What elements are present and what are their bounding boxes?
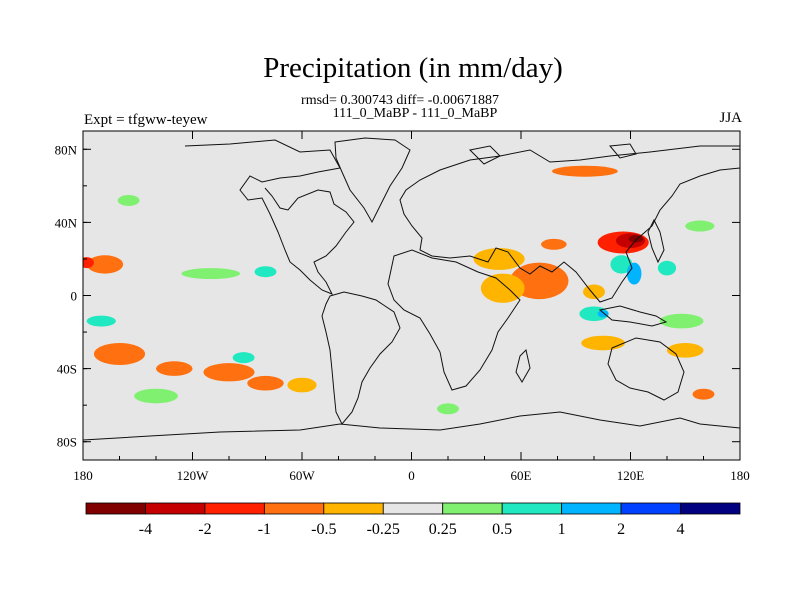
anomaly-region xyxy=(657,260,677,276)
anomaly-region xyxy=(480,273,525,303)
anomaly-region xyxy=(597,310,609,318)
anomaly-region xyxy=(86,255,124,274)
anomaly-region xyxy=(541,238,567,250)
anomaly-region xyxy=(583,284,605,300)
anomaly-region xyxy=(254,266,277,278)
anomaly-region xyxy=(628,235,644,243)
colorbar-label: -2 xyxy=(198,521,211,538)
x-tick-label: 180 xyxy=(730,468,750,483)
colorbar-label: 1 xyxy=(558,521,566,538)
colorbar-label: 0.25 xyxy=(429,521,457,538)
y-tick-label: 40S xyxy=(57,362,77,377)
y-tick-label: 40N xyxy=(55,215,78,230)
map-axes: 180 120W 60W 0 60E 120E 180 80N 40N 0 40S 80S xyxy=(55,131,750,483)
colorbar-label: -0.5 xyxy=(311,521,336,538)
chart-stats: rmsd= 0.300743 diff= -0.00671887 xyxy=(301,93,499,108)
anomaly-region xyxy=(93,343,146,365)
x-tick-label: 60E xyxy=(511,468,532,483)
colorbar-swatch xyxy=(442,502,503,515)
y-tick-label: 80S xyxy=(57,435,77,450)
anomaly-region xyxy=(437,403,459,415)
anomaly-region xyxy=(552,165,618,177)
anomaly-region xyxy=(659,313,704,329)
season-label: JJA xyxy=(719,110,742,126)
colorbar-label: 2 xyxy=(617,521,625,538)
chart-title: Precipitation (in mm/day) xyxy=(263,52,563,84)
anomaly-region xyxy=(117,194,140,206)
chart-case: 111_0_MaBP - 111_0_MaBP xyxy=(332,106,498,121)
x-tick-label: 0 xyxy=(408,468,415,483)
colorbar-swatch xyxy=(263,502,325,515)
colorbar-label: -4 xyxy=(139,521,152,538)
anomaly-region xyxy=(134,388,178,404)
colorbar-swatch xyxy=(561,502,622,515)
anomaly-region xyxy=(181,268,240,280)
anomaly-region xyxy=(247,375,284,391)
anomaly-region xyxy=(232,352,255,364)
anomaly-regions xyxy=(83,165,715,415)
colorbar-label: 0.5 xyxy=(492,521,512,538)
colorbar-label: -0.25 xyxy=(367,521,400,538)
colorbar-label: 4 xyxy=(677,521,685,538)
x-tick-label: 60W xyxy=(289,468,315,483)
anomaly-region xyxy=(83,257,94,269)
anomaly-region xyxy=(610,255,633,274)
colorbar-swatch xyxy=(323,502,384,515)
x-tick-label: 180 xyxy=(73,468,93,483)
colorbar: -4 -2 -1 -0.5 -0.25 0.25 0.5 1 2 4 xyxy=(85,502,741,538)
anomaly-region xyxy=(287,377,317,393)
anomaly-region xyxy=(626,262,642,285)
anomaly-region xyxy=(86,315,116,327)
anomaly-region xyxy=(203,363,255,382)
colorbar-swatch xyxy=(145,502,206,515)
anomaly-region xyxy=(692,388,715,400)
x-tick-label: 120E xyxy=(617,468,645,483)
y-tick-label: 0 xyxy=(71,289,78,304)
coastlines xyxy=(83,137,740,441)
map-background xyxy=(83,131,740,460)
anomaly-region xyxy=(581,335,626,351)
anomaly-region xyxy=(667,343,704,358)
x-tick-label: 120W xyxy=(177,468,210,483)
colorbar-label: -1 xyxy=(258,521,271,538)
colorbar-swatch xyxy=(85,502,146,515)
experiment-label: Expt = tfgww-teyew xyxy=(84,112,208,128)
anomaly-region xyxy=(473,247,525,270)
colorbar-swatch xyxy=(501,502,563,515)
anomaly-region xyxy=(685,220,715,232)
colorbar-swatch xyxy=(620,502,681,515)
y-tick-label: 80N xyxy=(55,142,78,157)
anomaly-region xyxy=(156,361,193,376)
colorbar-swatch xyxy=(680,502,741,515)
anomaly-region xyxy=(510,262,569,300)
colorbar-swatch xyxy=(382,502,444,515)
colorbar-swatch xyxy=(204,502,265,515)
